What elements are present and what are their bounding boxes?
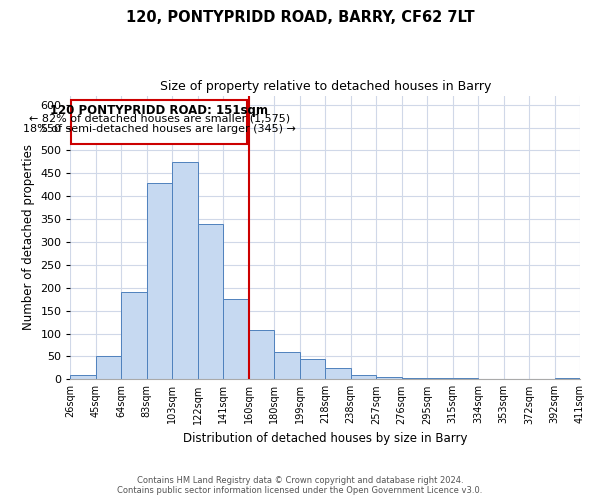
X-axis label: Distribution of detached houses by size in Barry: Distribution of detached houses by size … — [183, 432, 467, 445]
Text: ← 82% of detached houses are smaller (1,575): ← 82% of detached houses are smaller (1,… — [29, 114, 290, 124]
Bar — [121, 292, 147, 380]
Bar — [350, 374, 376, 380]
Bar — [223, 299, 249, 380]
Bar — [249, 330, 274, 380]
Bar — [274, 352, 300, 380]
Bar — [376, 377, 401, 380]
Text: 120, PONTYPRIDD ROAD, BARRY, CF62 7LT: 120, PONTYPRIDD ROAD, BARRY, CF62 7LT — [125, 10, 475, 25]
Y-axis label: Number of detached properties: Number of detached properties — [22, 144, 35, 330]
Text: 120 PONTYPRIDD ROAD: 151sqm: 120 PONTYPRIDD ROAD: 151sqm — [50, 104, 268, 117]
Bar — [172, 162, 198, 380]
Bar — [198, 224, 223, 380]
Bar — [554, 378, 580, 380]
FancyBboxPatch shape — [71, 100, 247, 144]
Bar — [70, 374, 96, 380]
Text: Contains HM Land Registry data © Crown copyright and database right 2024.
Contai: Contains HM Land Registry data © Crown c… — [118, 476, 482, 495]
Bar — [325, 368, 350, 380]
Bar — [401, 378, 427, 380]
Bar — [452, 378, 478, 380]
Bar — [427, 378, 452, 380]
Text: 18% of semi-detached houses are larger (345) →: 18% of semi-detached houses are larger (… — [23, 124, 296, 134]
Bar — [300, 358, 325, 380]
Title: Size of property relative to detached houses in Barry: Size of property relative to detached ho… — [160, 80, 491, 93]
Bar — [147, 182, 172, 380]
Bar — [96, 356, 121, 380]
